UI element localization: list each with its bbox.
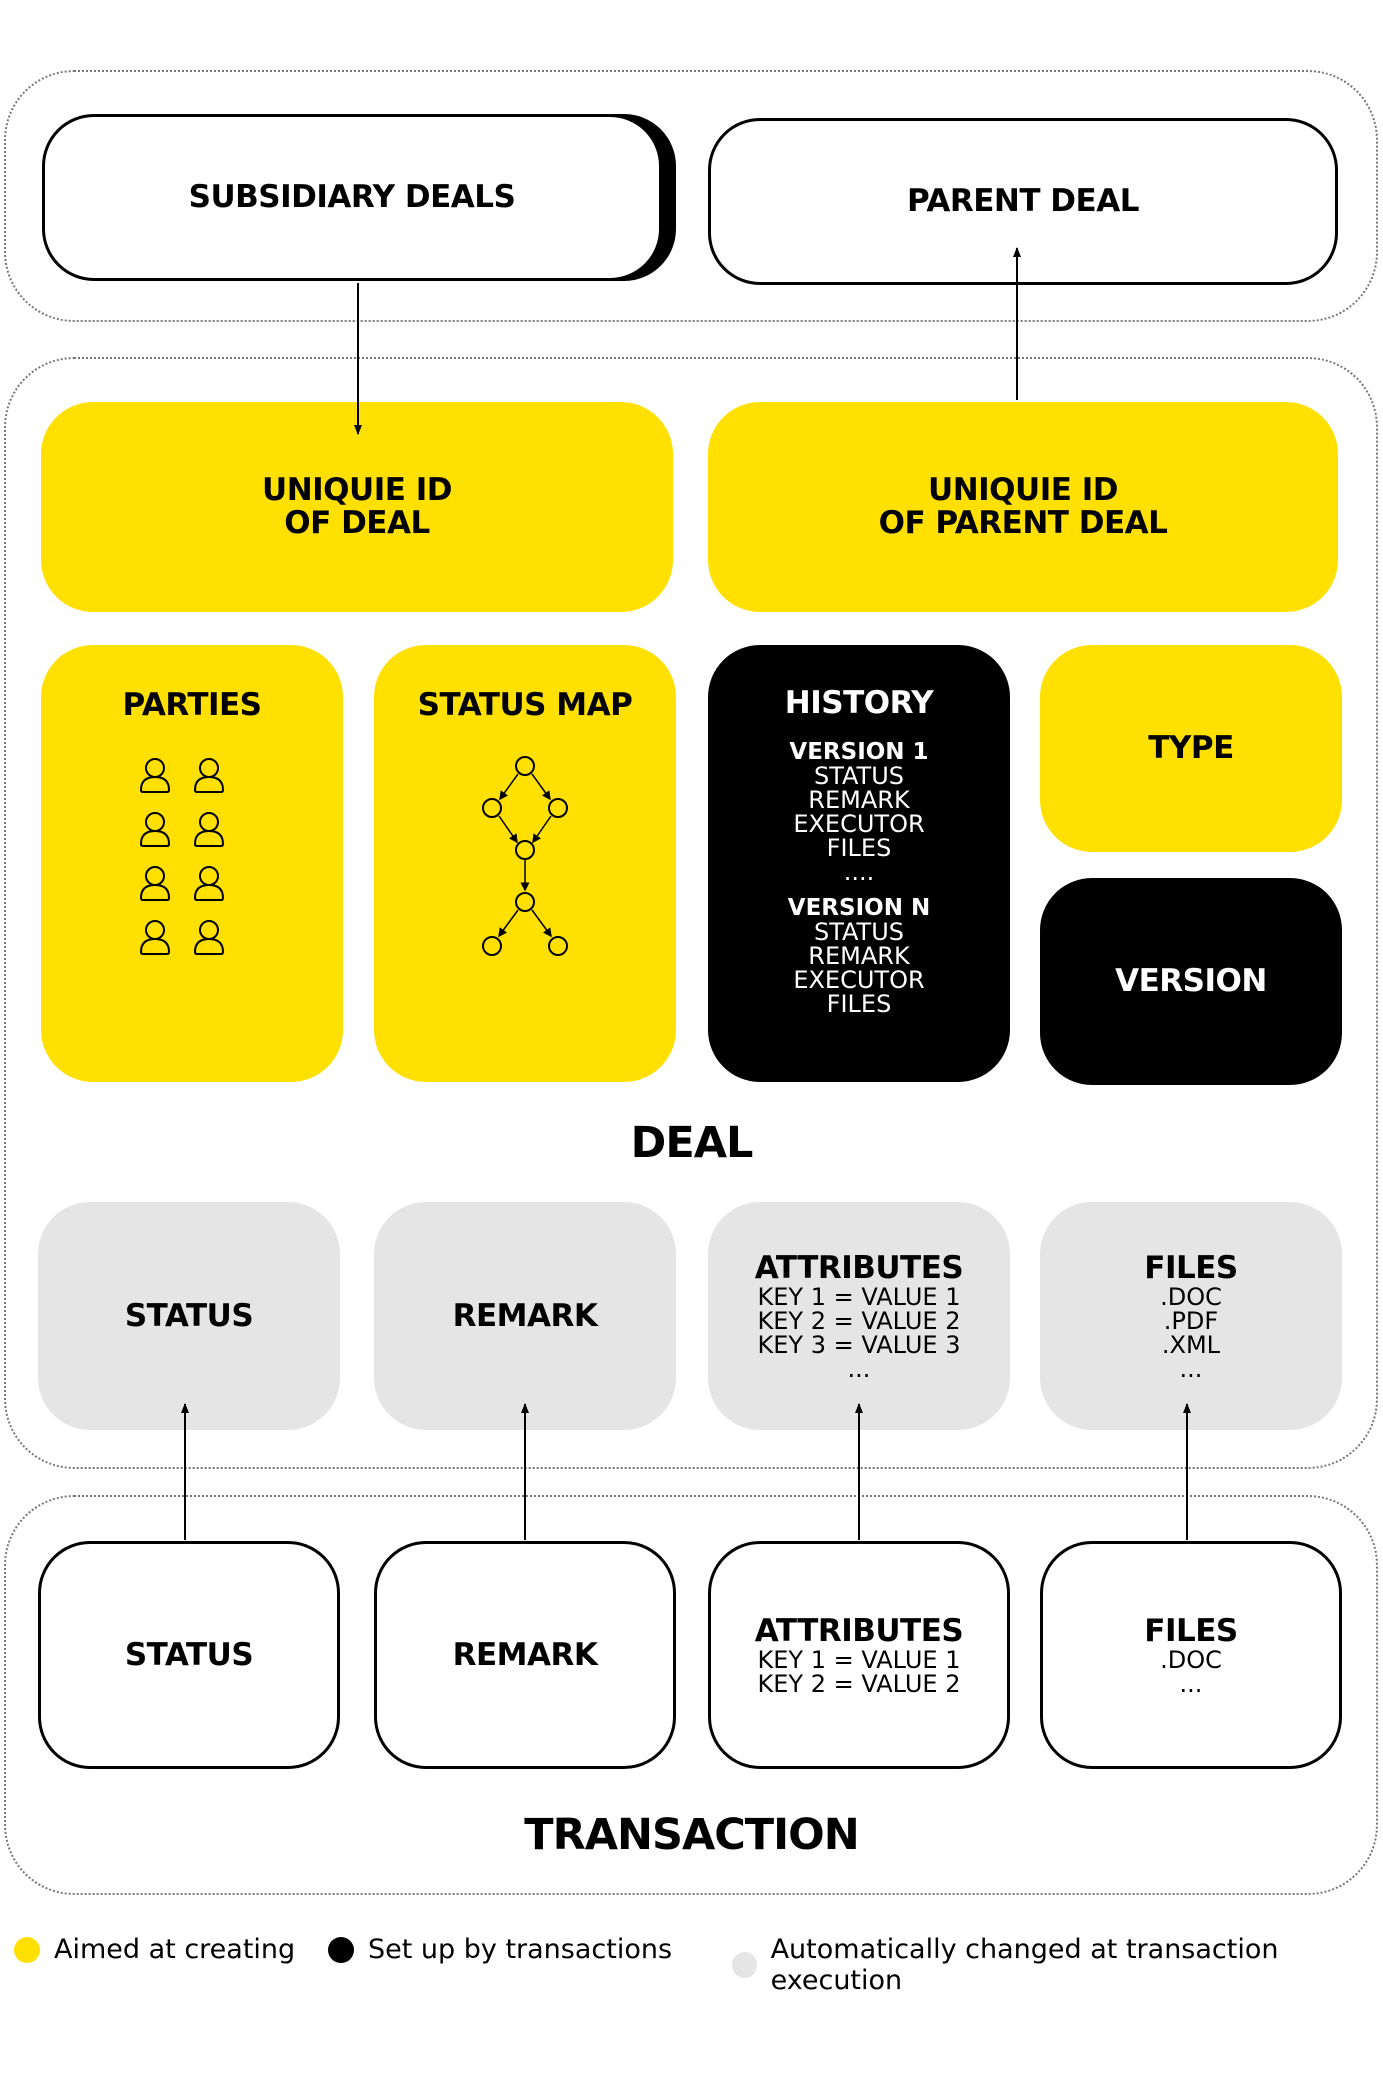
history-version-n-label: VERSION N <box>787 895 931 921</box>
history-box: HISTORY VERSION 1 STATUS REMARK EXECUTOR… <box>708 645 1010 1082</box>
deal-files-items: .DOC .PDF .XML ... <box>1160 1282 1222 1383</box>
deal-attributes-title: ATTRIBUTES <box>754 1249 964 1286</box>
transaction-files-box: FILES .DOC ... <box>1040 1541 1342 1769</box>
transaction-attributes-items: KEY 1 = VALUE 1 KEY 2 = VALUE 2 <box>757 1645 961 1698</box>
deal-attributes-items: KEY 1 = VALUE 1 KEY 2 = VALUE 2 KEY 3 = … <box>757 1282 961 1383</box>
deal-attributes-box: ATTRIBUTES KEY 1 = VALUE 1 KEY 2 = VALUE… <box>708 1202 1010 1430</box>
deal-files-title: FILES <box>1144 1249 1238 1286</box>
deal-remark-box: REMARK <box>374 1202 676 1430</box>
unique-id-of-parent-deal-box: UNIQUIE ID OF PARENT DEAL <box>708 402 1338 612</box>
deal-files-box: FILES .DOC .PDF .XML ... <box>1040 1202 1342 1430</box>
state-graph-icon <box>482 756 568 956</box>
history-ellipsis: .... <box>843 858 875 886</box>
deal-label: DEAL <box>630 1118 754 1168</box>
legend-yellow: Aimed at creating <box>14 1934 295 1965</box>
history-version-n-items: STATUS REMARK EXECUTOR FILES <box>793 918 925 1018</box>
legend-grey-label: Automatically changed at transaction exe… <box>770 1934 1279 1996</box>
unique-id-of-deal-box: UNIQUIE ID OF DEAL <box>41 402 673 612</box>
transaction-files-title: FILES <box>1144 1612 1238 1649</box>
legend-black-label: Set up by transactions <box>368 1934 673 1965</box>
parties-box: PARTIES <box>41 645 343 1082</box>
transaction-attributes-box: ATTRIBUTES KEY 1 = VALUE 1 KEY 2 = VALUE… <box>708 1541 1010 1769</box>
people-icon <box>139 758 224 955</box>
type-box: TYPE <box>1040 645 1342 852</box>
history-title: HISTORY <box>784 685 934 721</box>
yellow-dot-icon <box>14 1936 40 1963</box>
transaction-remark-box: REMARK <box>374 1541 676 1769</box>
grey-dot-icon <box>732 1952 757 1978</box>
transaction-files-items: .DOC ... <box>1160 1645 1222 1698</box>
parent-links-region <box>4 70 1378 322</box>
legend-grey: Automatically changed at transaction exe… <box>732 1934 1383 1996</box>
parent-deal-box: PARENT DEAL <box>708 118 1338 285</box>
transaction-status-box: STATUS <box>38 1541 340 1769</box>
deal-region <box>4 357 1378 1469</box>
transaction-region <box>4 1495 1378 1895</box>
history-version-1-label: VERSION 1 <box>789 739 929 765</box>
deal-status-box: STATUS <box>38 1202 340 1430</box>
legend-yellow-label: Aimed at creating <box>54 1934 296 1965</box>
black-dot-icon <box>328 1936 354 1963</box>
history-version-1-items: STATUS REMARK EXECUTOR FILES <box>793 762 925 862</box>
status-map-title: STATUS MAP <box>417 687 633 723</box>
transaction-label: TRANSACTION <box>524 1810 859 1860</box>
parties-title: PARTIES <box>122 687 262 723</box>
subsidiary-deals-box: SUBSIDIARY DEALS <box>42 114 662 281</box>
transaction-attributes-title: ATTRIBUTES <box>754 1612 964 1649</box>
legend-black: Set up by transactions <box>328 1934 672 1965</box>
status-map-box: STATUS MAP <box>374 645 676 1082</box>
version-box: VERSION <box>1040 878 1342 1085</box>
